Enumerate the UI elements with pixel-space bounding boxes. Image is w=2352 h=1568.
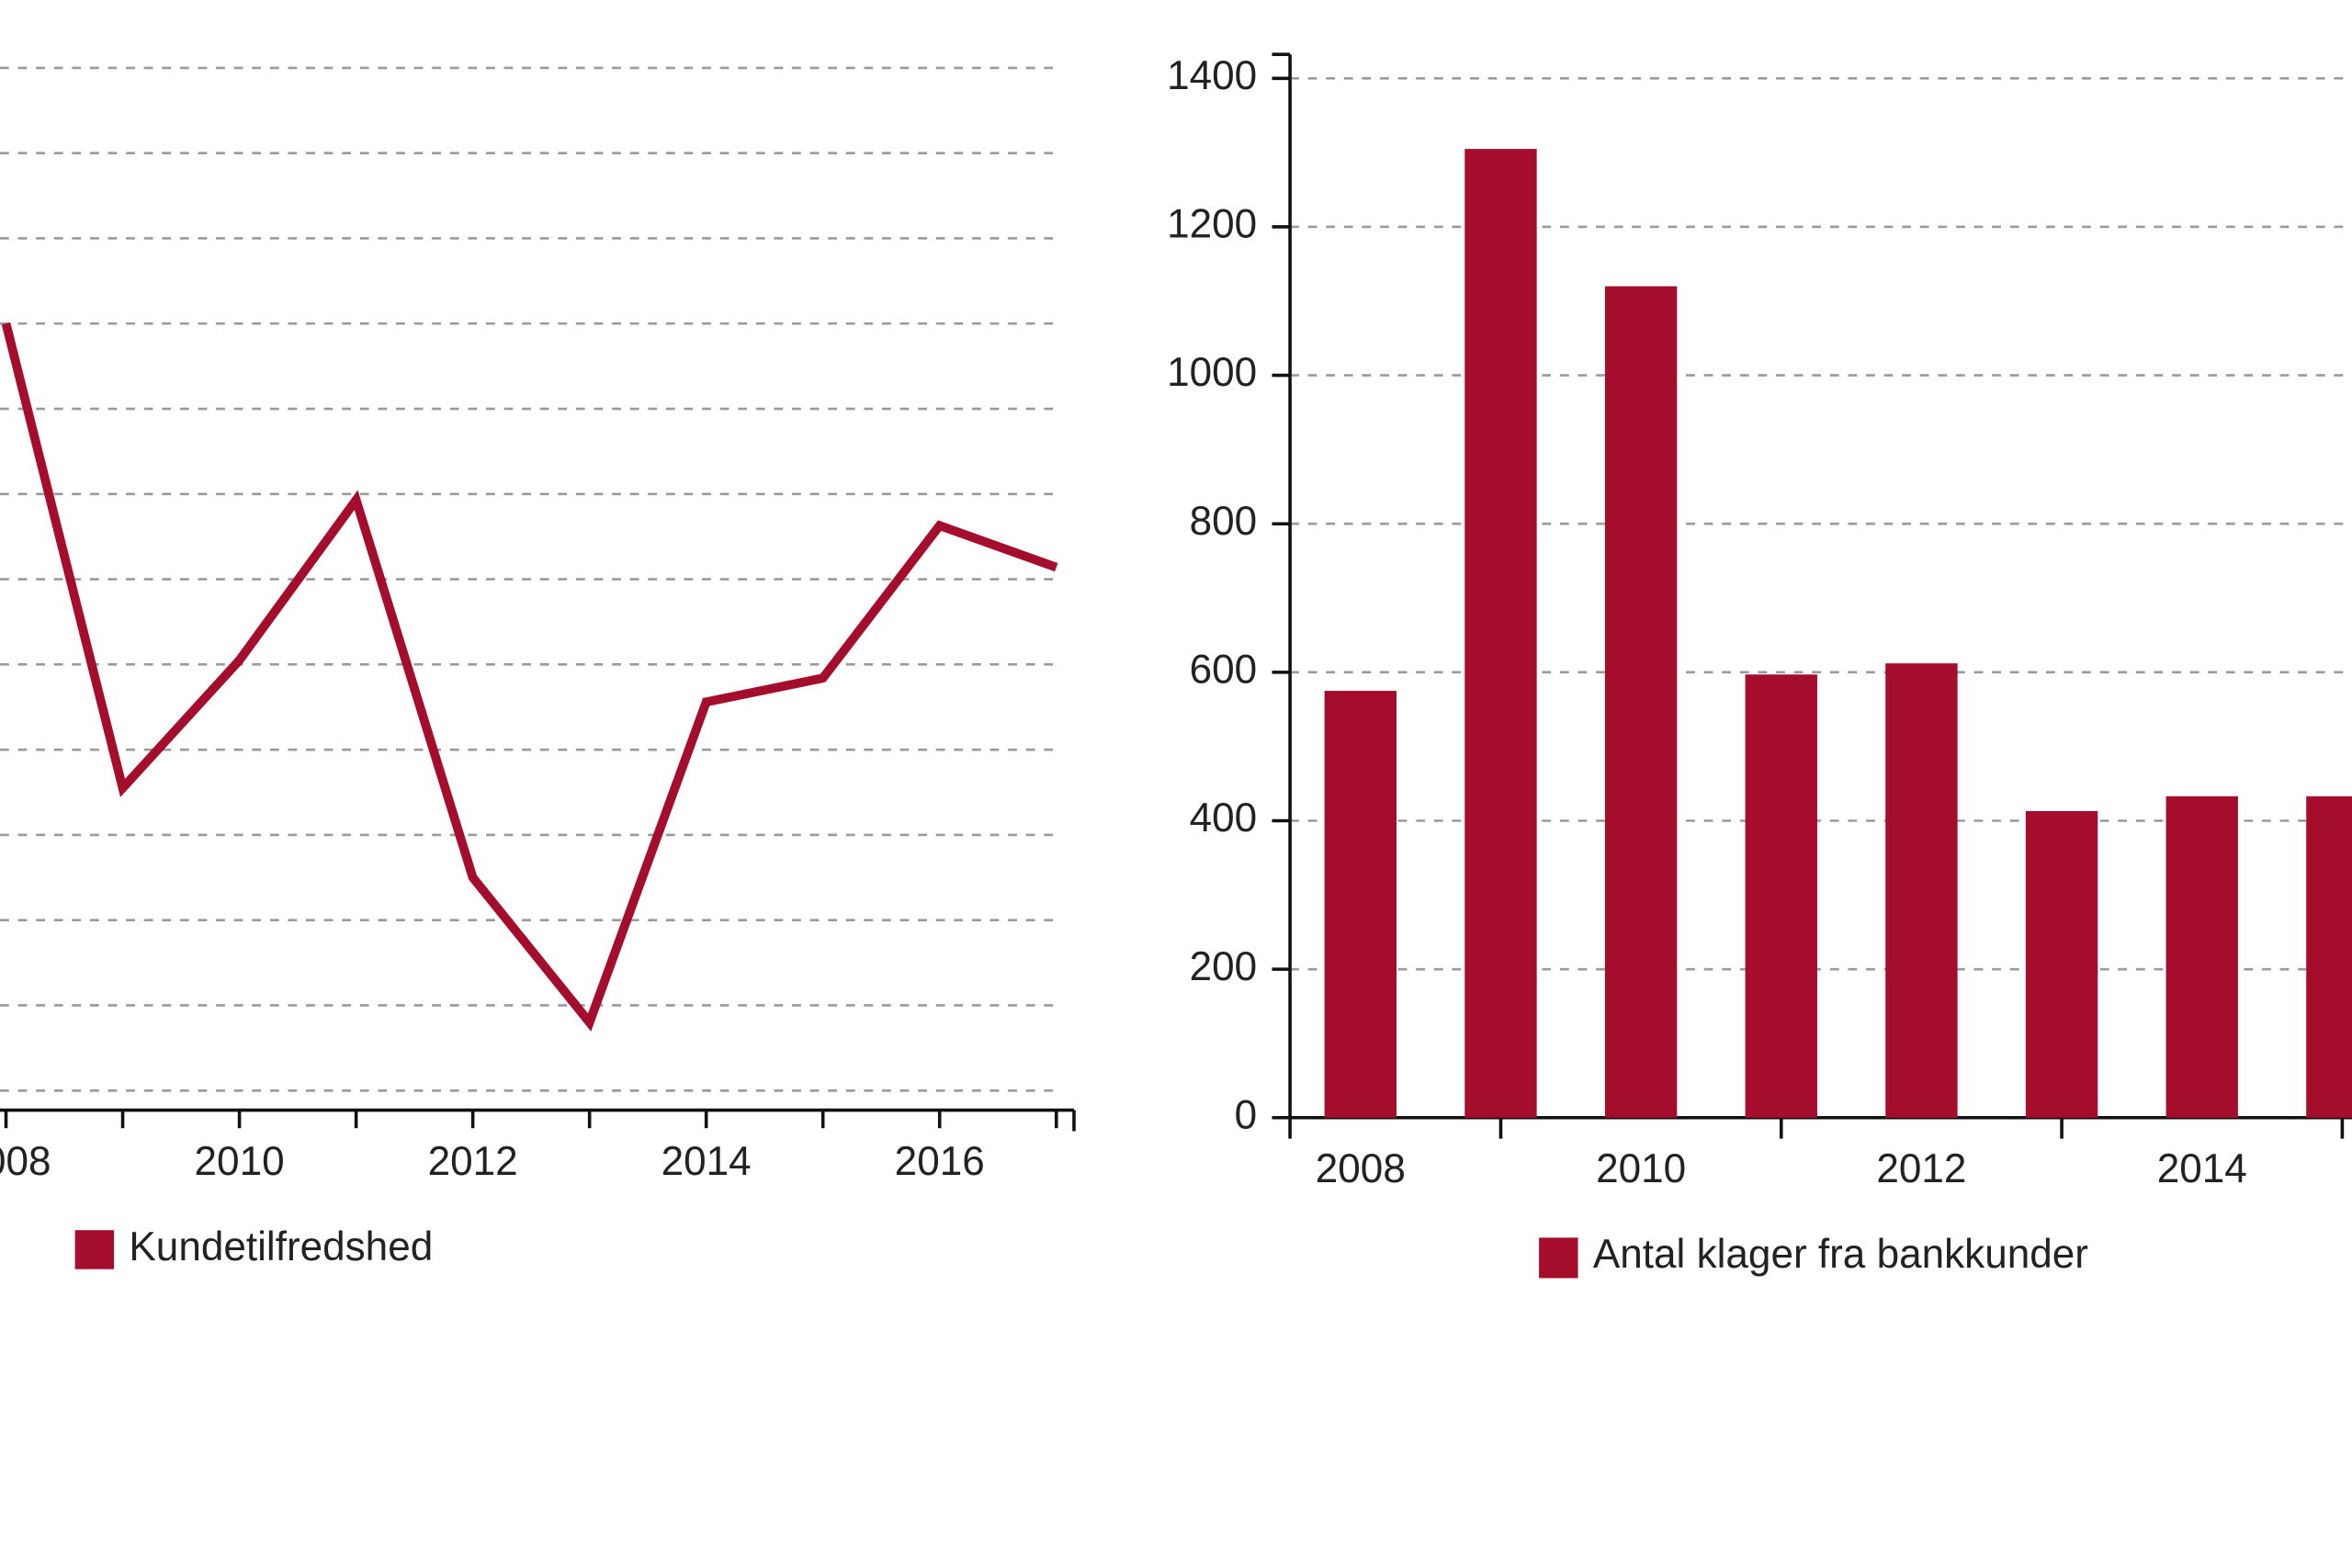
bar (1324, 691, 1396, 1118)
bar (2025, 810, 2098, 1118)
x-tick-label: 2008 (0, 1139, 51, 1184)
bar (1604, 286, 1678, 1118)
x-tick-label: 2016 (895, 1139, 985, 1184)
legend-label: Kundetilfredshed (129, 1224, 433, 1269)
y-tick-label: 200 (1190, 944, 1258, 989)
legend-label: Antal klager fra bankkunder (1593, 1232, 2088, 1277)
x-tick-label: 2012 (1876, 1146, 1966, 1191)
x-tick-label: 2008 (1316, 1146, 1406, 1191)
legend-swatch (1539, 1237, 1578, 1279)
x-tick-label: 2014 (662, 1139, 752, 1184)
data-line (1, 322, 1058, 1032)
x-tick-label: 2010 (1596, 1146, 1686, 1191)
y-tick-label: 800 (1190, 499, 1258, 544)
legend-swatch (74, 1230, 115, 1269)
y-tick-label: 0 (1235, 1092, 1258, 1137)
y-tick-label: 1400 (1167, 53, 1257, 98)
bar (1885, 663, 1958, 1118)
bar (1745, 674, 1817, 1118)
y-tick-label: 1200 (1167, 202, 1257, 247)
x-tick-label: 2010 (195, 1139, 285, 1184)
x-tick-label: 2014 (2157, 1146, 2247, 1191)
x-tick-label: 2012 (428, 1139, 518, 1184)
bar (1464, 149, 1537, 1118)
bar (2306, 795, 2352, 1118)
y-tick-label: 400 (1190, 795, 1258, 840)
y-tick-label: 1000 (1167, 350, 1257, 395)
y-tick-label: 600 (1190, 648, 1258, 693)
bar (2165, 795, 2238, 1118)
